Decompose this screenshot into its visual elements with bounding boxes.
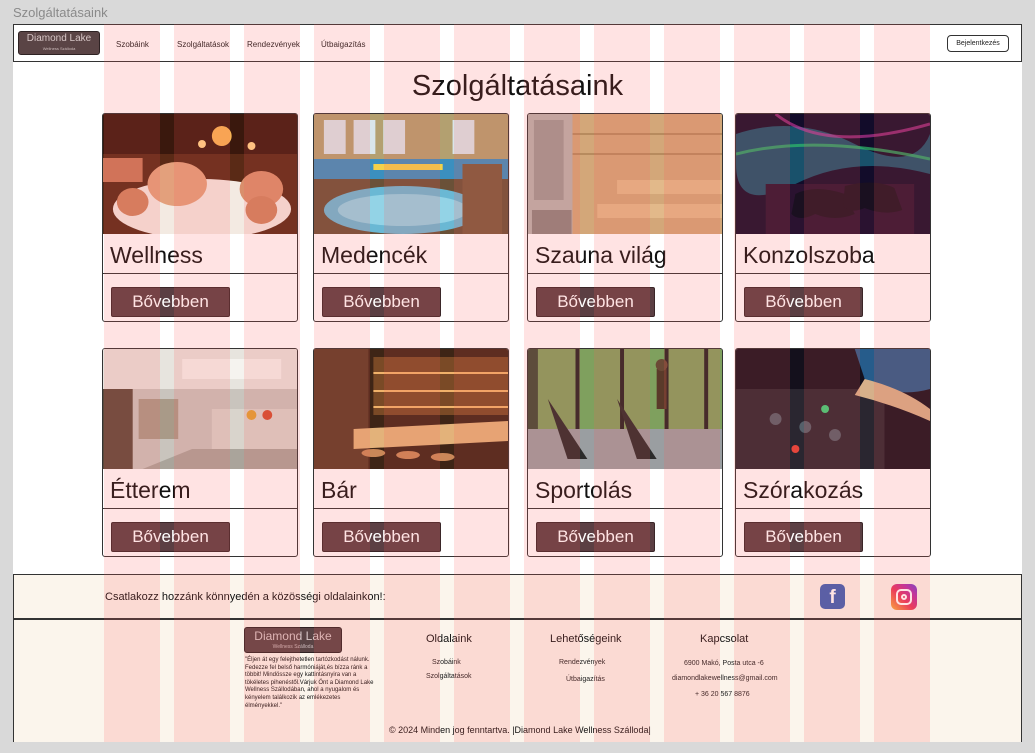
card-title: Wellness [110, 242, 203, 268]
footer-logo-text: Diamond Lake [254, 629, 332, 643]
bar-photo [314, 349, 508, 469]
card-name-row: Bár [314, 469, 508, 509]
footer-link-services[interactable]: Szolgáltatások [426, 673, 472, 680]
sauna-photo [528, 114, 722, 234]
page-title: Szolgáltatásaink [411, 70, 624, 102]
service-card-sports[interactable]: Sportolás Bővebben [527, 348, 723, 557]
header: Diamond Lake Wellness Szálloda Szobáink … [13, 24, 1022, 62]
more-button[interactable]: Bővebben [536, 522, 655, 552]
more-button[interactable]: Bővebben [744, 522, 863, 552]
more-button[interactable]: Bővebben [322, 522, 441, 552]
logo[interactable]: Diamond Lake Wellness Szálloda [18, 31, 100, 55]
more-button[interactable]: Bővebben [322, 287, 441, 317]
footer-logo-subtitle: Wellness Szálloda [272, 644, 314, 650]
social-text: Csatlakozz hozzánk könnyedén a közösségi… [105, 591, 386, 603]
card-title: Konzolszoba [743, 242, 875, 268]
gaming-controller-photo [736, 114, 930, 234]
gym-photo [528, 349, 722, 469]
footer-link-events[interactable]: Rendezvények [559, 659, 606, 666]
dj-mixer-photo [736, 349, 930, 469]
restaurant-photo [103, 349, 297, 469]
nav-events[interactable]: Rendezvények [247, 40, 300, 49]
card-name-row: Konzolszoba [736, 234, 930, 274]
service-card-wellness[interactable]: Wellness Bővebben [102, 113, 298, 322]
logo-text: Diamond Lake [26, 33, 92, 44]
more-button[interactable]: Bővebben [111, 522, 230, 552]
footer-email[interactable]: diamondlakewellness@gmail.com [672, 675, 778, 682]
service-card-pools[interactable]: Medencék Bővebben [313, 113, 509, 322]
nav-directions[interactable]: Útbaigazítás [321, 40, 366, 49]
pool-photo [314, 114, 508, 234]
card-name-row: Szórakozás [736, 469, 930, 509]
card-name-row: Wellness [103, 234, 297, 274]
social-bar: Csatlakozz hozzánk könnyedén a közösségi… [13, 574, 1022, 619]
footer-quote: "Éljen át egy felejthetetlen tartózkodás… [245, 657, 374, 709]
facebook-icon[interactable]: f [820, 584, 845, 609]
footer: Diamond Lake Wellness Szálloda "Éljen át… [13, 619, 1022, 742]
service-card-sauna[interactable]: Szauna világ Bővebben [527, 113, 723, 322]
card-title: Sportolás [535, 477, 633, 503]
service-card-console-room[interactable]: Konzolszoba Bővebben [735, 113, 931, 322]
footer-logo[interactable]: Diamond Lake Wellness Szálloda [244, 627, 342, 653]
footer-link-rooms[interactable]: Szobáink [432, 659, 461, 666]
service-card-entertainment[interactable]: Szórakozás Bővebben [735, 348, 931, 557]
card-title: Szauna világ [535, 242, 667, 268]
service-card-restaurant[interactable]: Étterem Bővebben [102, 348, 298, 557]
footer-pages-title: Oldalaink [426, 633, 472, 645]
massage-photo [103, 114, 297, 234]
frame-label: Szolgáltatásaink [13, 5, 108, 20]
more-button[interactable]: Bővebben [111, 287, 230, 317]
more-button[interactable]: Bővebben [536, 287, 655, 317]
page: Diamond Lake Wellness Szálloda Szobáink … [13, 24, 1022, 742]
instagram-icon[interactable] [891, 584, 917, 610]
card-name-row: Medencék [314, 234, 508, 274]
card-title: Szórakozás [743, 477, 864, 503]
login-button[interactable]: Bejelentkezés [947, 35, 1009, 52]
footer-phone[interactable]: + 36 20 567 8876 [695, 691, 750, 698]
card-title: Étterem [110, 477, 191, 503]
logo-subtitle: Wellness Szálloda [42, 46, 76, 51]
footer-options-title: Lehetőségeink [550, 633, 622, 645]
card-name-row: Étterem [103, 469, 297, 509]
copyright: © 2024 Minden jog fenntartva. |Diamond L… [389, 725, 651, 735]
card-title: Bár [321, 477, 357, 503]
nav-services[interactable]: Szolgáltatások [177, 40, 230, 49]
more-button[interactable]: Bővebben [744, 287, 863, 317]
card-title: Medencék [321, 242, 428, 268]
card-name-row: Szauna világ [528, 234, 722, 274]
footer-address: 6900 Makó, Posta utca -6 [684, 660, 764, 667]
footer-contact-title: Kapcsolat [700, 633, 749, 645]
footer-link-directions[interactable]: Útbaigazítás [566, 676, 605, 683]
service-card-bar[interactable]: Bár Bővebben [313, 348, 509, 557]
nav-rooms[interactable]: Szobáink [116, 40, 149, 49]
card-name-row: Sportolás [528, 469, 722, 509]
